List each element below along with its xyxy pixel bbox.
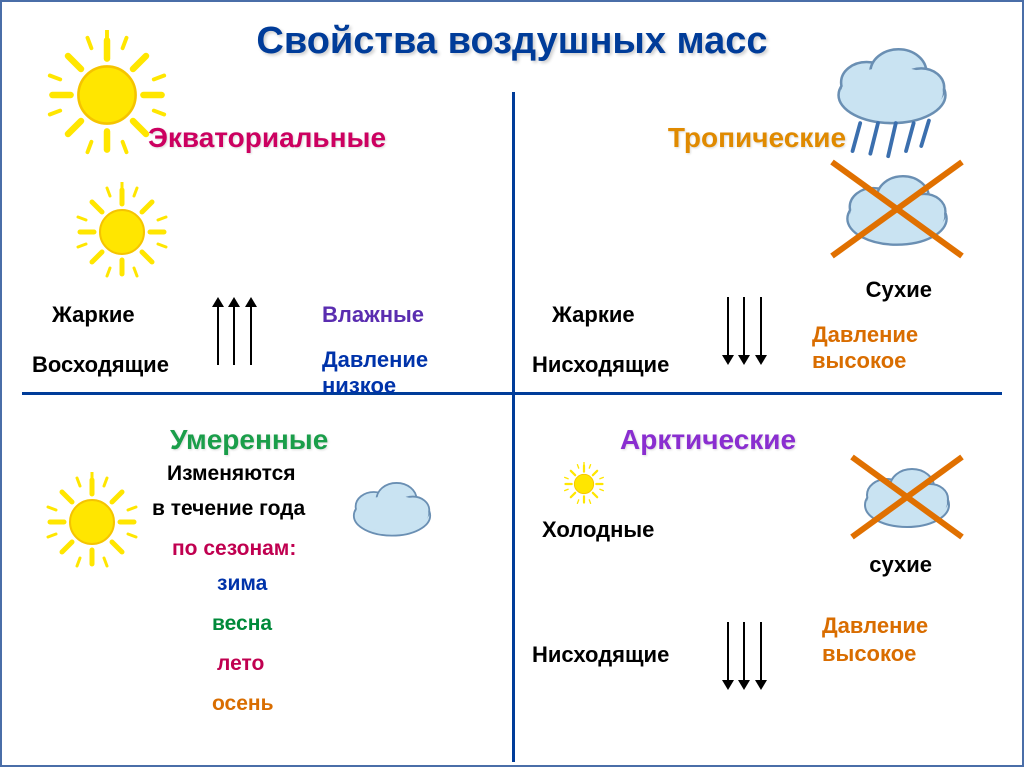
q1-hot: Жаркие [52, 302, 135, 328]
q1-title: Экваториальные [40, 122, 494, 154]
q4-descending: Нисходящие [532, 642, 669, 668]
q2-dry: Сухие [866, 277, 932, 303]
quadrant-temperate: Умеренные Изменяются в течение года по с… [22, 402, 512, 752]
q3-winter: зима [217, 572, 267, 596]
crossed-cloud-icon [832, 162, 962, 262]
cloud-icon [342, 472, 442, 545]
q3-title: Умеренные [40, 424, 494, 456]
q2-hot: Жаркие [552, 302, 635, 328]
q4-dry: сухие [869, 552, 932, 578]
grid-container: Экваториальные Жаркие Влажные Восходящие… [22, 82, 1002, 755]
q1-wet: Влажные [322, 302, 424, 328]
q1-rising: Восходящие [32, 352, 169, 378]
horizontal-divider [22, 392, 1002, 395]
quadrant-arctic: Арктические Холодные сухие Нисходящие Да… [512, 402, 1002, 752]
q3-spring: весна [212, 612, 272, 636]
q3-summer: лето [217, 652, 264, 676]
quadrant-equatorial: Экваториальные Жаркие Влажные Восходящие… [22, 82, 512, 392]
q2-title: Тропические [530, 122, 984, 154]
sun-icon [562, 462, 606, 506]
q4-cold: Холодные [542, 517, 654, 543]
q2-descending: Нисходящие [532, 352, 669, 378]
q3-during: в течение года [152, 497, 305, 521]
q3-autumn: осень [212, 692, 274, 716]
q2-pressure: Давление высокое [812, 322, 962, 375]
arrows-down-icon [722, 622, 767, 702]
q3-change: Изменяются [167, 462, 296, 486]
q3-seasons-label: по сезонам: [172, 537, 296, 561]
arrows-down-icon [722, 297, 767, 367]
q4-title: Арктические [530, 424, 984, 456]
q1-pressure: Давление низкое [322, 347, 502, 399]
q4-pressure: Давление высокое [822, 612, 972, 667]
sun-icon [42, 472, 142, 572]
crossed-cloud-icon [852, 457, 962, 542]
quadrant-tropical: Тропические Жаркие Сухие Нисходящие Давл… [512, 82, 1002, 392]
sun-icon [72, 182, 172, 282]
arrows-up-icon [212, 297, 257, 367]
